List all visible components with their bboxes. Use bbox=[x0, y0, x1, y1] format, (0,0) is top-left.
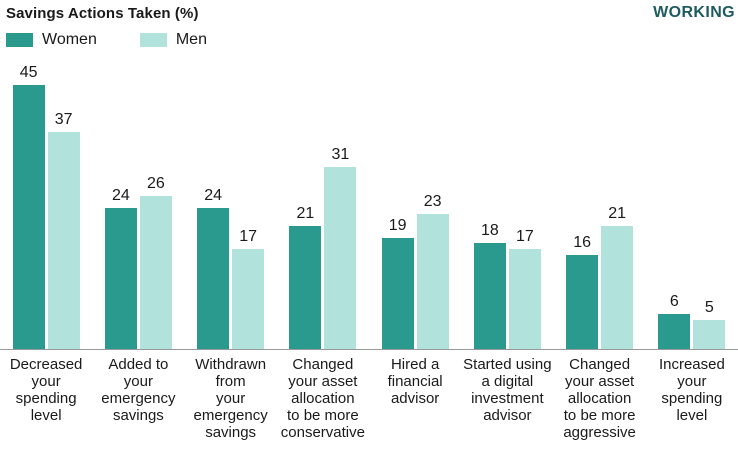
bar-value-label: 19 bbox=[388, 217, 407, 234]
bar-men bbox=[508, 249, 541, 349]
legend-label-men: Men bbox=[175, 31, 207, 48]
bar-group: 6 5 Increased your spending level bbox=[645, 62, 738, 442]
bar-column-women: 21 bbox=[289, 205, 322, 349]
bar-women bbox=[197, 208, 230, 349]
bar-group: 24 26 Added to your emergency savings bbox=[92, 62, 185, 442]
bar-men bbox=[47, 132, 80, 349]
bar-women bbox=[381, 238, 414, 349]
bar-column-women: 6 bbox=[658, 293, 691, 349]
bar-value-label: 26 bbox=[146, 175, 165, 192]
bar-pair: 45 37 bbox=[0, 62, 93, 350]
bar-column-women: 18 bbox=[473, 222, 506, 349]
bar-value-label: 6 bbox=[669, 293, 679, 310]
category-label: Changed your asset allocation to be more… bbox=[563, 356, 636, 441]
bar-column-women: 19 bbox=[381, 217, 414, 349]
bar-value-label: 21 bbox=[296, 205, 315, 222]
category-label: Increased your spending level bbox=[658, 356, 725, 424]
bar-group: 19 23 Hired a financial advisor bbox=[369, 62, 462, 442]
bar-women bbox=[289, 226, 322, 349]
bar-value-label: 24 bbox=[111, 187, 130, 204]
legend-label-women: Women bbox=[42, 31, 97, 48]
bar-column-men: 23 bbox=[416, 193, 449, 349]
category-label: Decreased your spending level bbox=[9, 356, 83, 424]
bar-column-women: 24 bbox=[197, 187, 230, 349]
bar-group: 18 17 Started using a digital investment a… bbox=[461, 62, 554, 442]
bar-pair: 24 17 bbox=[184, 62, 277, 350]
bar-women bbox=[104, 208, 137, 349]
bar-value-label: 37 bbox=[54, 111, 73, 128]
legend-swatch-women bbox=[6, 33, 33, 47]
bar-value-label: 21 bbox=[608, 205, 627, 222]
bar-value-label: 18 bbox=[480, 222, 499, 239]
bar-column-men: 21 bbox=[601, 205, 634, 349]
bar-men bbox=[232, 249, 265, 349]
bar-women bbox=[658, 314, 691, 349]
bar-value-label: 17 bbox=[515, 228, 534, 245]
bar-column-men: 37 bbox=[47, 111, 80, 349]
bar-column-men: 17 bbox=[508, 228, 541, 349]
category-label: Added to your emergency savings bbox=[101, 356, 176, 424]
bar-chart: 45 37 Decreased your spending level 24 26 Add… bbox=[0, 62, 738, 442]
category-label: Hired a financial advisor bbox=[387, 356, 443, 407]
bar-value-label: 24 bbox=[204, 187, 223, 204]
bar-group: 16 21 Changed your asset allocation to be … bbox=[553, 62, 646, 442]
bar-column-men: 31 bbox=[324, 146, 357, 349]
brand-wordmark: WORKING bbox=[653, 4, 735, 21]
bar-group: 45 37 Decreased your spending level bbox=[0, 62, 93, 442]
category-label: Started using a digital investment advis… bbox=[463, 356, 552, 424]
bar-men bbox=[139, 196, 172, 349]
legend-item-women: Women bbox=[6, 31, 97, 49]
bar-men bbox=[693, 320, 726, 349]
bar-value-label: 16 bbox=[573, 234, 592, 251]
chart-title: Savings Actions Taken (%) bbox=[6, 5, 199, 22]
bar-value-label: 31 bbox=[331, 146, 350, 163]
bar-group: 21 31 Changed your asset allocation to be … bbox=[276, 62, 369, 442]
bar-men bbox=[416, 214, 449, 349]
bar-group: 24 17 Withdrawn from your emergency saving… bbox=[184, 62, 277, 442]
bar-pair: 24 26 bbox=[92, 62, 185, 350]
legend: Women Men bbox=[6, 31, 738, 49]
bar-value-label: 5 bbox=[704, 299, 714, 316]
legend-item-men: Men bbox=[139, 31, 207, 49]
bar-value-label: 45 bbox=[19, 64, 38, 81]
bar-women bbox=[566, 255, 599, 349]
bar-value-label: 17 bbox=[239, 228, 258, 245]
bar-column-women: 24 bbox=[104, 187, 137, 349]
bar-women bbox=[12, 85, 45, 349]
bar-column-women: 16 bbox=[566, 234, 599, 349]
bar-pair: 21 31 bbox=[276, 62, 369, 350]
bar-column-men: 17 bbox=[232, 228, 265, 349]
bar-men bbox=[324, 167, 357, 349]
bar-pair: 18 17 bbox=[461, 62, 554, 350]
bar-column-men: 26 bbox=[139, 175, 172, 349]
legend-swatch-men bbox=[139, 33, 167, 47]
category-label: Withdrawn from your emergency savings bbox=[193, 356, 268, 441]
bar-men bbox=[601, 226, 634, 349]
category-label: Changed your asset allocation to be more… bbox=[280, 356, 365, 441]
bar-value-label: 23 bbox=[423, 193, 442, 210]
bar-column-women: 45 bbox=[12, 64, 45, 349]
bar-pair: 19 23 bbox=[369, 62, 462, 350]
bar-women bbox=[473, 243, 506, 349]
bar-column-men: 5 bbox=[693, 299, 726, 349]
bar-pair: 16 21 bbox=[553, 62, 646, 350]
